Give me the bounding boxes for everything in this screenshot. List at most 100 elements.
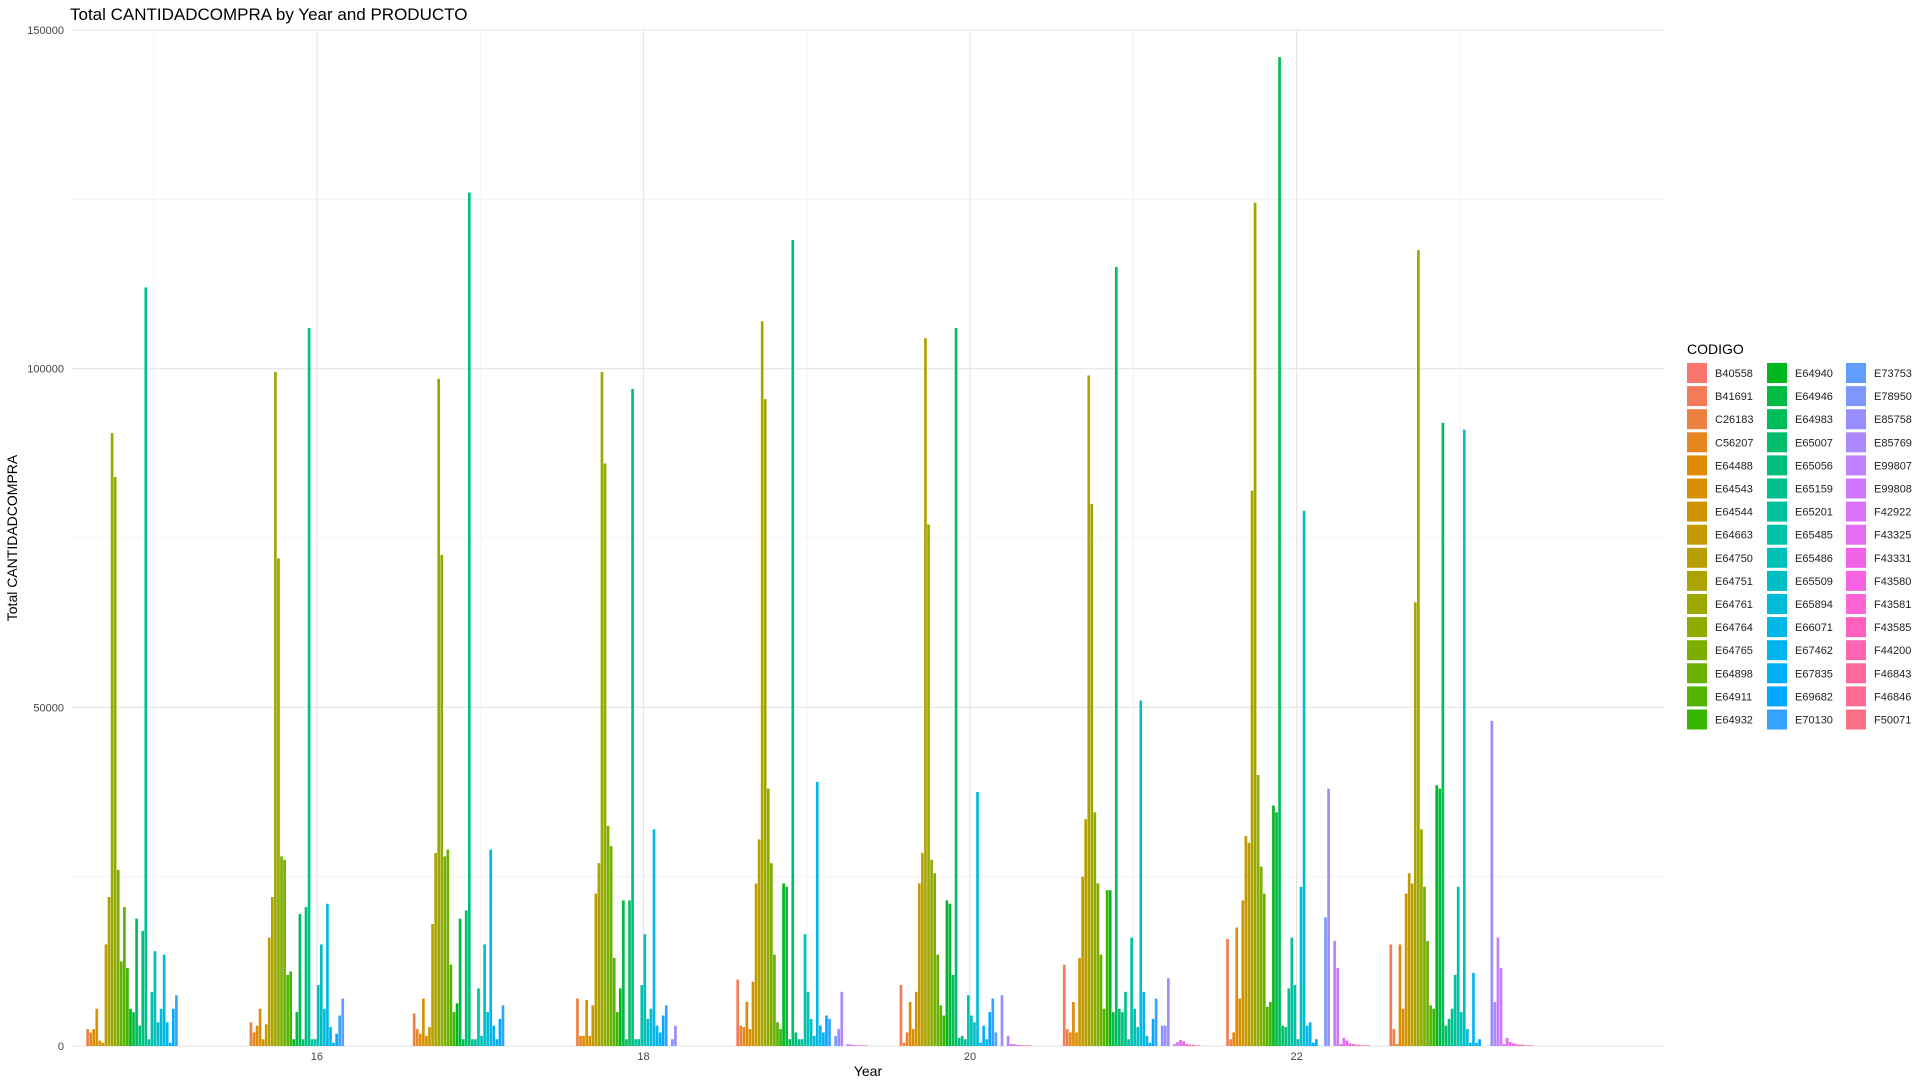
bar-B41691-21 <box>1062 964 1066 1046</box>
bar-E67462-22 <box>1308 1022 1312 1046</box>
legend-label: E64898 <box>1715 668 1753 680</box>
legend-item: E69682 <box>1767 686 1833 707</box>
bar-F42922-22 <box>1339 1043 1343 1046</box>
legend-swatch <box>1687 524 1707 545</box>
bar-E65894-20 <box>976 792 979 1046</box>
legend-swatch <box>1767 686 1787 707</box>
bar-E64983-17 <box>461 1039 465 1046</box>
bar-E64488-22 <box>1235 927 1239 1046</box>
bar-E64983-21 <box>1114 267 1118 1047</box>
bar-E64488-16 <box>255 1025 259 1046</box>
bar-E65486-16 <box>316 985 320 1046</box>
bars <box>86 57 1533 1047</box>
bar-E65159-18 <box>634 1039 637 1046</box>
bar-C56207-21 <box>1069 1032 1072 1046</box>
legend-swatch <box>1687 409 1707 430</box>
bar-E65007-21 <box>1118 1008 1121 1046</box>
bar-E70130-20 <box>991 998 995 1046</box>
bar-E64544-23 <box>1404 893 1408 1046</box>
bar-C56207-22 <box>1232 1032 1235 1046</box>
bar-E64983-23 <box>1441 422 1445 1046</box>
bar-E69682-15 <box>172 1008 175 1046</box>
bar-E65201-21 <box>1127 1039 1130 1046</box>
bar-E67462-20 <box>982 1025 985 1046</box>
bar-E64663-20 <box>918 883 921 1046</box>
legend-item: E65509 <box>1767 570 1833 591</box>
legend-item: E64765 <box>1687 640 1753 661</box>
bar-E66071-22 <box>1305 1025 1309 1046</box>
bar-E64898-15 <box>119 961 123 1046</box>
bar-F43581-21 <box>1188 1044 1192 1046</box>
legend-swatch <box>1767 409 1787 430</box>
bar-E64750-21 <box>1084 819 1088 1046</box>
x-tick-label: 20 <box>964 1051 976 1063</box>
bar-E64544-17 <box>425 1035 428 1046</box>
bar-E64543-18 <box>585 999 588 1046</box>
bar-E65201-23 <box>1453 974 1457 1046</box>
bar-E64750-17 <box>431 924 434 1046</box>
bar-E64765-22 <box>1259 866 1263 1046</box>
legend-swatch <box>1846 501 1866 522</box>
legend-item: E64751 <box>1687 570 1753 591</box>
bar-E64761-17 <box>437 378 441 1046</box>
bar-E64898-22 <box>1262 893 1266 1046</box>
bar-F50071-23 <box>1530 1045 1533 1046</box>
legend-swatch <box>1846 478 1866 499</box>
bar-E64750-20 <box>921 852 924 1046</box>
bar-E65007-15 <box>138 1025 141 1046</box>
bar-E65486-19 <box>806 991 810 1046</box>
bar-E65056-17 <box>467 192 471 1046</box>
legend-item: F50071 <box>1846 709 1911 730</box>
bar-F43580-22 <box>1348 1043 1352 1046</box>
legend-label: E65509 <box>1795 576 1833 588</box>
bar-F43581-23 <box>1515 1043 1518 1046</box>
legend-item: C56207 <box>1687 432 1754 453</box>
bar-E64983-20 <box>951 974 955 1046</box>
legend-swatch <box>1767 663 1787 684</box>
bar-E64663-21 <box>1081 876 1084 1046</box>
legend-swatch <box>1767 363 1787 383</box>
bar-E64761-16 <box>274 372 277 1046</box>
legend-item: E65056 <box>1767 455 1833 476</box>
legend-label: E65894 <box>1795 599 1833 611</box>
bar-E64751-16 <box>271 896 274 1046</box>
bar-E64765-23 <box>1423 886 1426 1046</box>
legend-label: E73753 <box>1874 368 1912 380</box>
legend-swatch <box>1687 709 1707 730</box>
bar-E64751-20 <box>924 338 927 1047</box>
legend-swatch <box>1767 501 1787 522</box>
legend-label: F43325 <box>1874 530 1911 542</box>
bar-F46843-23 <box>1524 1045 1527 1046</box>
legend-swatch <box>1687 640 1707 661</box>
bar-E64932-23 <box>1432 1008 1436 1046</box>
legend-swatch <box>1767 617 1787 638</box>
bar-E67462-21 <box>1145 1035 1149 1046</box>
bar-F43325-21 <box>1179 1039 1182 1046</box>
y-tick-label: 50000 <box>33 702 64 714</box>
bar-E64543-22 <box>1238 998 1242 1046</box>
bar-F43580-21 <box>1185 1043 1189 1046</box>
bar-E64946-19 <box>785 886 788 1046</box>
bar-E65894-21 <box>1139 700 1143 1046</box>
bar-C26183-23 <box>1392 1029 1396 1046</box>
legend-swatch <box>1846 432 1866 453</box>
bar-F43325-22 <box>1342 1037 1346 1046</box>
legend-label: C26183 <box>1715 414 1754 426</box>
y-tick-label: 100000 <box>27 364 64 376</box>
legend-item: E64946 <box>1767 386 1833 407</box>
legend-swatch <box>1846 455 1866 476</box>
bar-E64543-16 <box>258 1008 262 1046</box>
bar-E65159-17 <box>471 1039 474 1046</box>
bar-E64543-15 <box>95 1008 99 1046</box>
legend-swatch <box>1767 432 1787 453</box>
bar-E64750-23 <box>1410 883 1414 1046</box>
bar-E64750-18 <box>594 893 598 1046</box>
bar-E65201-18 <box>637 1039 641 1046</box>
bar-E64750-19 <box>757 839 761 1046</box>
y-axis-ticks: 0 50000 100000 150000 <box>27 25 64 1053</box>
bar-E64940-17 <box>455 1003 459 1046</box>
legend-item: C26183 <box>1687 409 1754 430</box>
bar-E65486-22 <box>1296 1039 1300 1046</box>
bar-E66071-19 <box>815 781 819 1046</box>
bar-E65159-15 <box>144 287 148 1046</box>
